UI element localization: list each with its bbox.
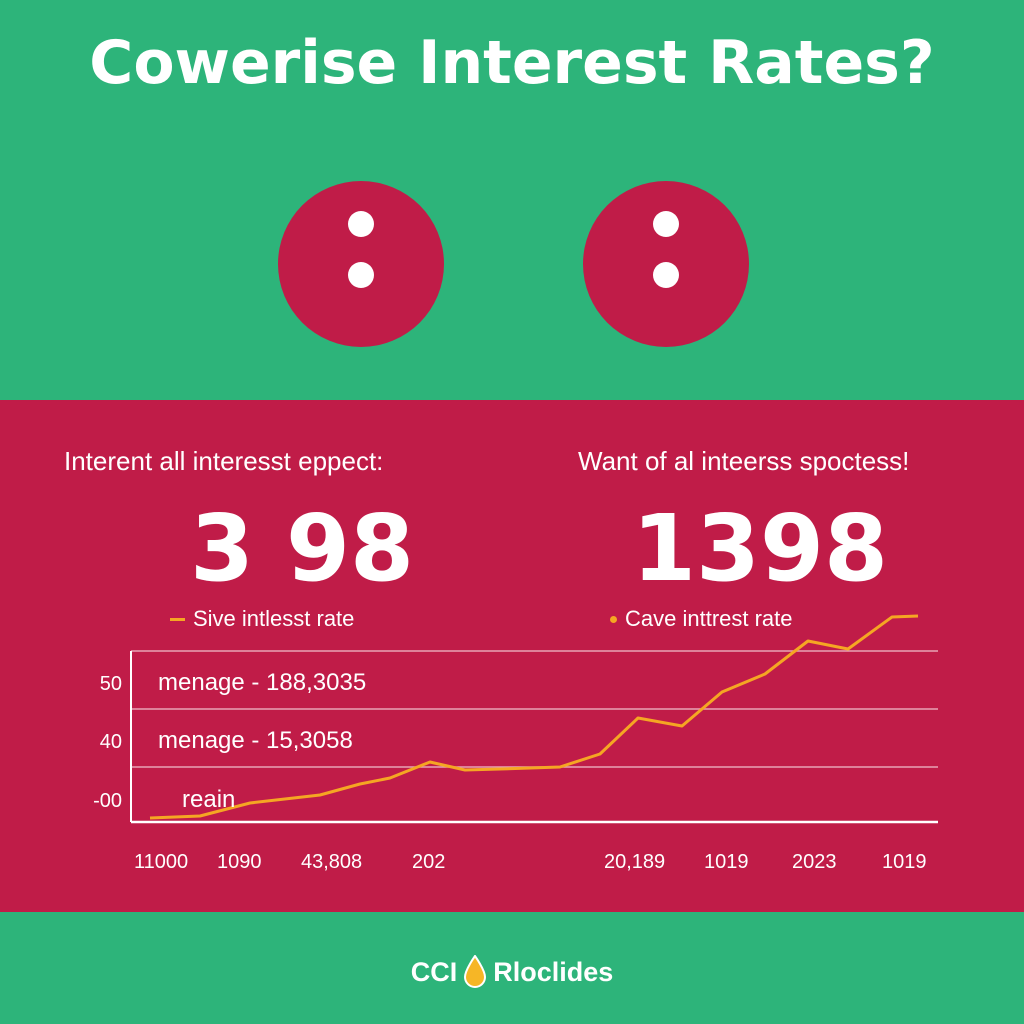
left-legend: Sive intlesst rate (170, 606, 354, 632)
y-tick: 40 (99, 731, 122, 753)
left-big-number: 3 98 (190, 495, 415, 602)
dot-icon (653, 262, 679, 288)
brand-right: Rloclides (493, 956, 614, 987)
right-legend: Cave inttrest rate (610, 606, 793, 632)
x-tick: 2023 (792, 851, 837, 873)
right-legend-label: Cave inttrest rate (625, 606, 793, 631)
x-tick: 11000 (134, 851, 189, 873)
right-big-number: 1398 (632, 495, 889, 602)
colon-circle-icon (583, 181, 749, 347)
colon-circle-icon (278, 181, 444, 347)
left-legend-label: Sive intlesst rate (193, 606, 355, 631)
dot-icon (348, 211, 374, 237)
stats-panel (0, 400, 1024, 912)
chart-annotation: menage - 188,3035 (158, 669, 367, 696)
dot-icon (653, 211, 679, 237)
y-tick: 50 (99, 673, 122, 695)
chart-annotation: reain (182, 786, 236, 813)
dot-icon (348, 262, 374, 288)
x-tick: 43,808 (301, 851, 363, 873)
left-heading: Interent all interesst eppect: (64, 446, 384, 476)
brand-left: CCI (410, 956, 458, 987)
x-tick: 1090 (217, 851, 262, 873)
x-tick: 202 (412, 851, 446, 873)
x-tick: 1019 (704, 851, 749, 873)
page-title: Cowerise Interest Rates? (89, 28, 935, 98)
right-heading: Want of al inteerss spoctess! (578, 446, 910, 476)
y-tick: -00 (93, 790, 122, 812)
droplet-icon (464, 955, 487, 988)
x-tick: 1019 (882, 851, 927, 873)
legend-dot-icon (610, 615, 617, 623)
legend-dash-icon (170, 617, 185, 621)
x-tick: 20,189 (604, 851, 666, 873)
brand-logo: CCI Rloclides (0, 955, 1024, 989)
chart-annotation: menage - 15,3058 (158, 727, 353, 754)
